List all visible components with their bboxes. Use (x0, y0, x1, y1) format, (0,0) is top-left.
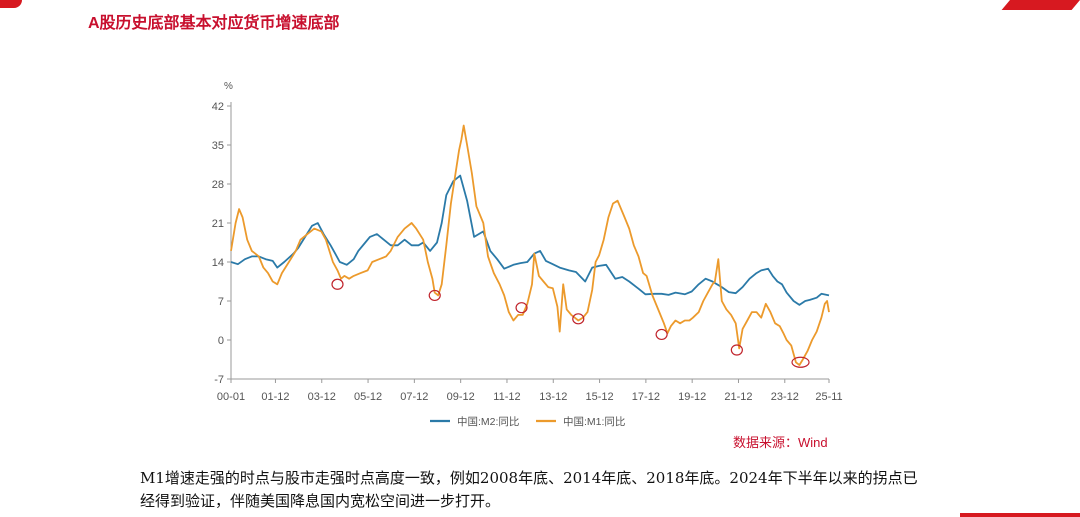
trough-marker-circle (515, 302, 528, 314)
y-tick-label: 28 (212, 179, 224, 191)
y-unit-label: % (224, 81, 233, 92)
m1-series-line (230, 124, 830, 366)
x-tick-label: 25-11 (815, 391, 842, 403)
x-tick-label: 17-12 (632, 391, 660, 403)
x-tick-label: 21-12 (724, 391, 752, 403)
bottom-decoration (960, 513, 1080, 517)
x-tick-label: 01-12 (261, 391, 289, 403)
trough-marker-circle (428, 289, 441, 302)
x-tick-label: 03-12 (308, 391, 336, 403)
x-tick-label: 00-01 (217, 391, 245, 403)
y-tick-label: -7 (214, 374, 224, 386)
x-tick-label: 19-12 (678, 391, 706, 403)
slide-title: A股历史底部基本对应货币增速底部 (88, 15, 340, 32)
corner-decoration (0, 0, 22, 8)
y-tick-label: 21 (212, 218, 224, 230)
x-tick-label: 13-12 (539, 391, 567, 403)
y-tick-label: 7 (218, 296, 224, 308)
y-tick-label: 35 (212, 140, 224, 152)
x-tick-label: 11-12 (493, 391, 520, 403)
x-tick-label: 05-12 (354, 391, 382, 403)
trough-marker-circle (791, 356, 810, 368)
legend-label-m1: 中国:M1:同比 (563, 415, 625, 428)
y-tick-label: 0 (218, 335, 224, 347)
x-tick-label: 23-12 (771, 391, 799, 403)
data-source-note: 数据来源：Wind (733, 435, 828, 450)
trough-marker-circle (655, 328, 668, 341)
x-tick-label: 07-12 (400, 391, 428, 403)
trough-marker-circle (572, 313, 585, 325)
trough-marker-circle (730, 344, 743, 356)
y-tick-label: 14 (212, 257, 224, 269)
m2-series-line (230, 174, 830, 306)
x-tick-label: 09-12 (447, 391, 475, 403)
slide-caption: M1增速走强的时点与股市走强时点高度一致，例如2008年底、2014年底、201… (140, 469, 918, 510)
legend-label-m2: 中国:M2:同比 (457, 415, 519, 428)
trough-marker-circle (331, 278, 344, 290)
y-tick-label: 42 (212, 101, 224, 113)
x-tick-label: 15-12 (585, 391, 613, 403)
